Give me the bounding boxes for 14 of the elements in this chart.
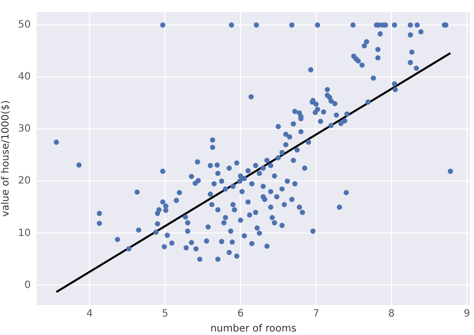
y-tick-label: 30 (18, 124, 31, 135)
x-tick-label: 4 (86, 308, 93, 320)
y-tick-label: 20 (18, 176, 31, 187)
x-tick-label: 7 (312, 308, 320, 320)
y-tick-label: 50 (18, 20, 31, 31)
y-tick-label: 40 (18, 72, 31, 83)
y-axis-title: value of house/1000($) (0, 100, 12, 217)
x-tick-label: 6 (237, 308, 244, 320)
x-tick-label: 8 (388, 308, 395, 320)
x-tick-label: 9 (464, 308, 470, 320)
x-tick-label: 5 (162, 308, 168, 320)
y-tick-label: 10 (18, 228, 31, 239)
y-tick-label: 0 (24, 280, 31, 291)
x-axis-title: number of rooms (210, 324, 296, 335)
